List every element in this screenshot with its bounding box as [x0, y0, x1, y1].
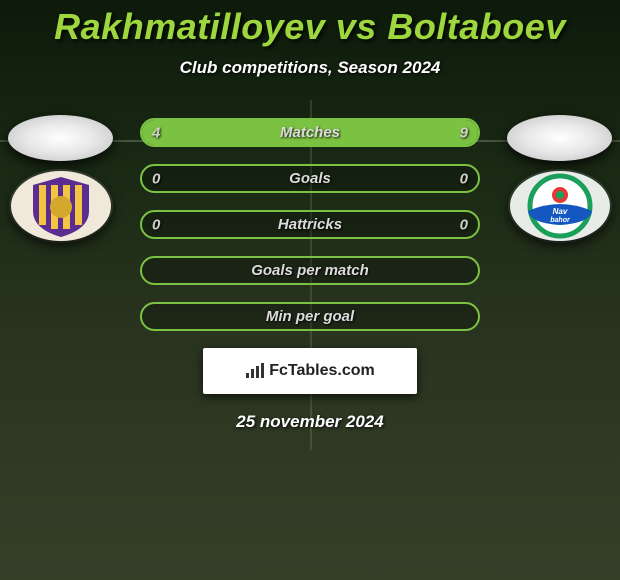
stat-value-right: 0 [460, 170, 468, 187]
club-crest-icon: Nav bahor [510, 171, 610, 241]
stat-value-left: 0 [152, 170, 160, 187]
player-right-slot: Nav bahor [507, 115, 612, 241]
page-title: Rakhmatilloyev vs Boltaboev [0, 0, 620, 48]
stat-row: Goals per match [140, 256, 480, 285]
stat-value-right: 0 [460, 216, 468, 233]
player-right-photo [507, 115, 612, 161]
stat-value-right: 9 [460, 124, 468, 141]
stat-label: Matches [280, 124, 340, 141]
club-badge-right: Nav bahor [510, 171, 610, 241]
club-badge-left [11, 171, 111, 241]
player-left-photo [8, 115, 113, 161]
shield-icon [11, 171, 111, 241]
stat-row: Min per goal [140, 302, 480, 331]
date-label: 25 november 2024 [0, 412, 620, 432]
stat-row: 0 0 Goals [140, 164, 480, 193]
stat-row: 4 9 Matches [140, 118, 480, 147]
bar-chart-icon [245, 363, 265, 379]
stat-label: Hattricks [278, 216, 342, 233]
stat-row: 0 0 Hattricks [140, 210, 480, 239]
stat-label: Min per goal [266, 308, 354, 325]
subtitle: Club competitions, Season 2024 [0, 58, 620, 78]
svg-text:Nav: Nav [552, 207, 567, 216]
stat-value-left: 4 [152, 124, 160, 141]
svg-text:bahor: bahor [550, 217, 571, 224]
brand-label: FcTables.com [269, 362, 375, 380]
stat-label: Goals per match [251, 262, 369, 279]
brand-box[interactable]: FcTables.com [203, 348, 417, 394]
stat-value-left: 0 [152, 216, 160, 233]
player-left-slot [8, 115, 113, 241]
stat-label: Goals [289, 170, 331, 187]
